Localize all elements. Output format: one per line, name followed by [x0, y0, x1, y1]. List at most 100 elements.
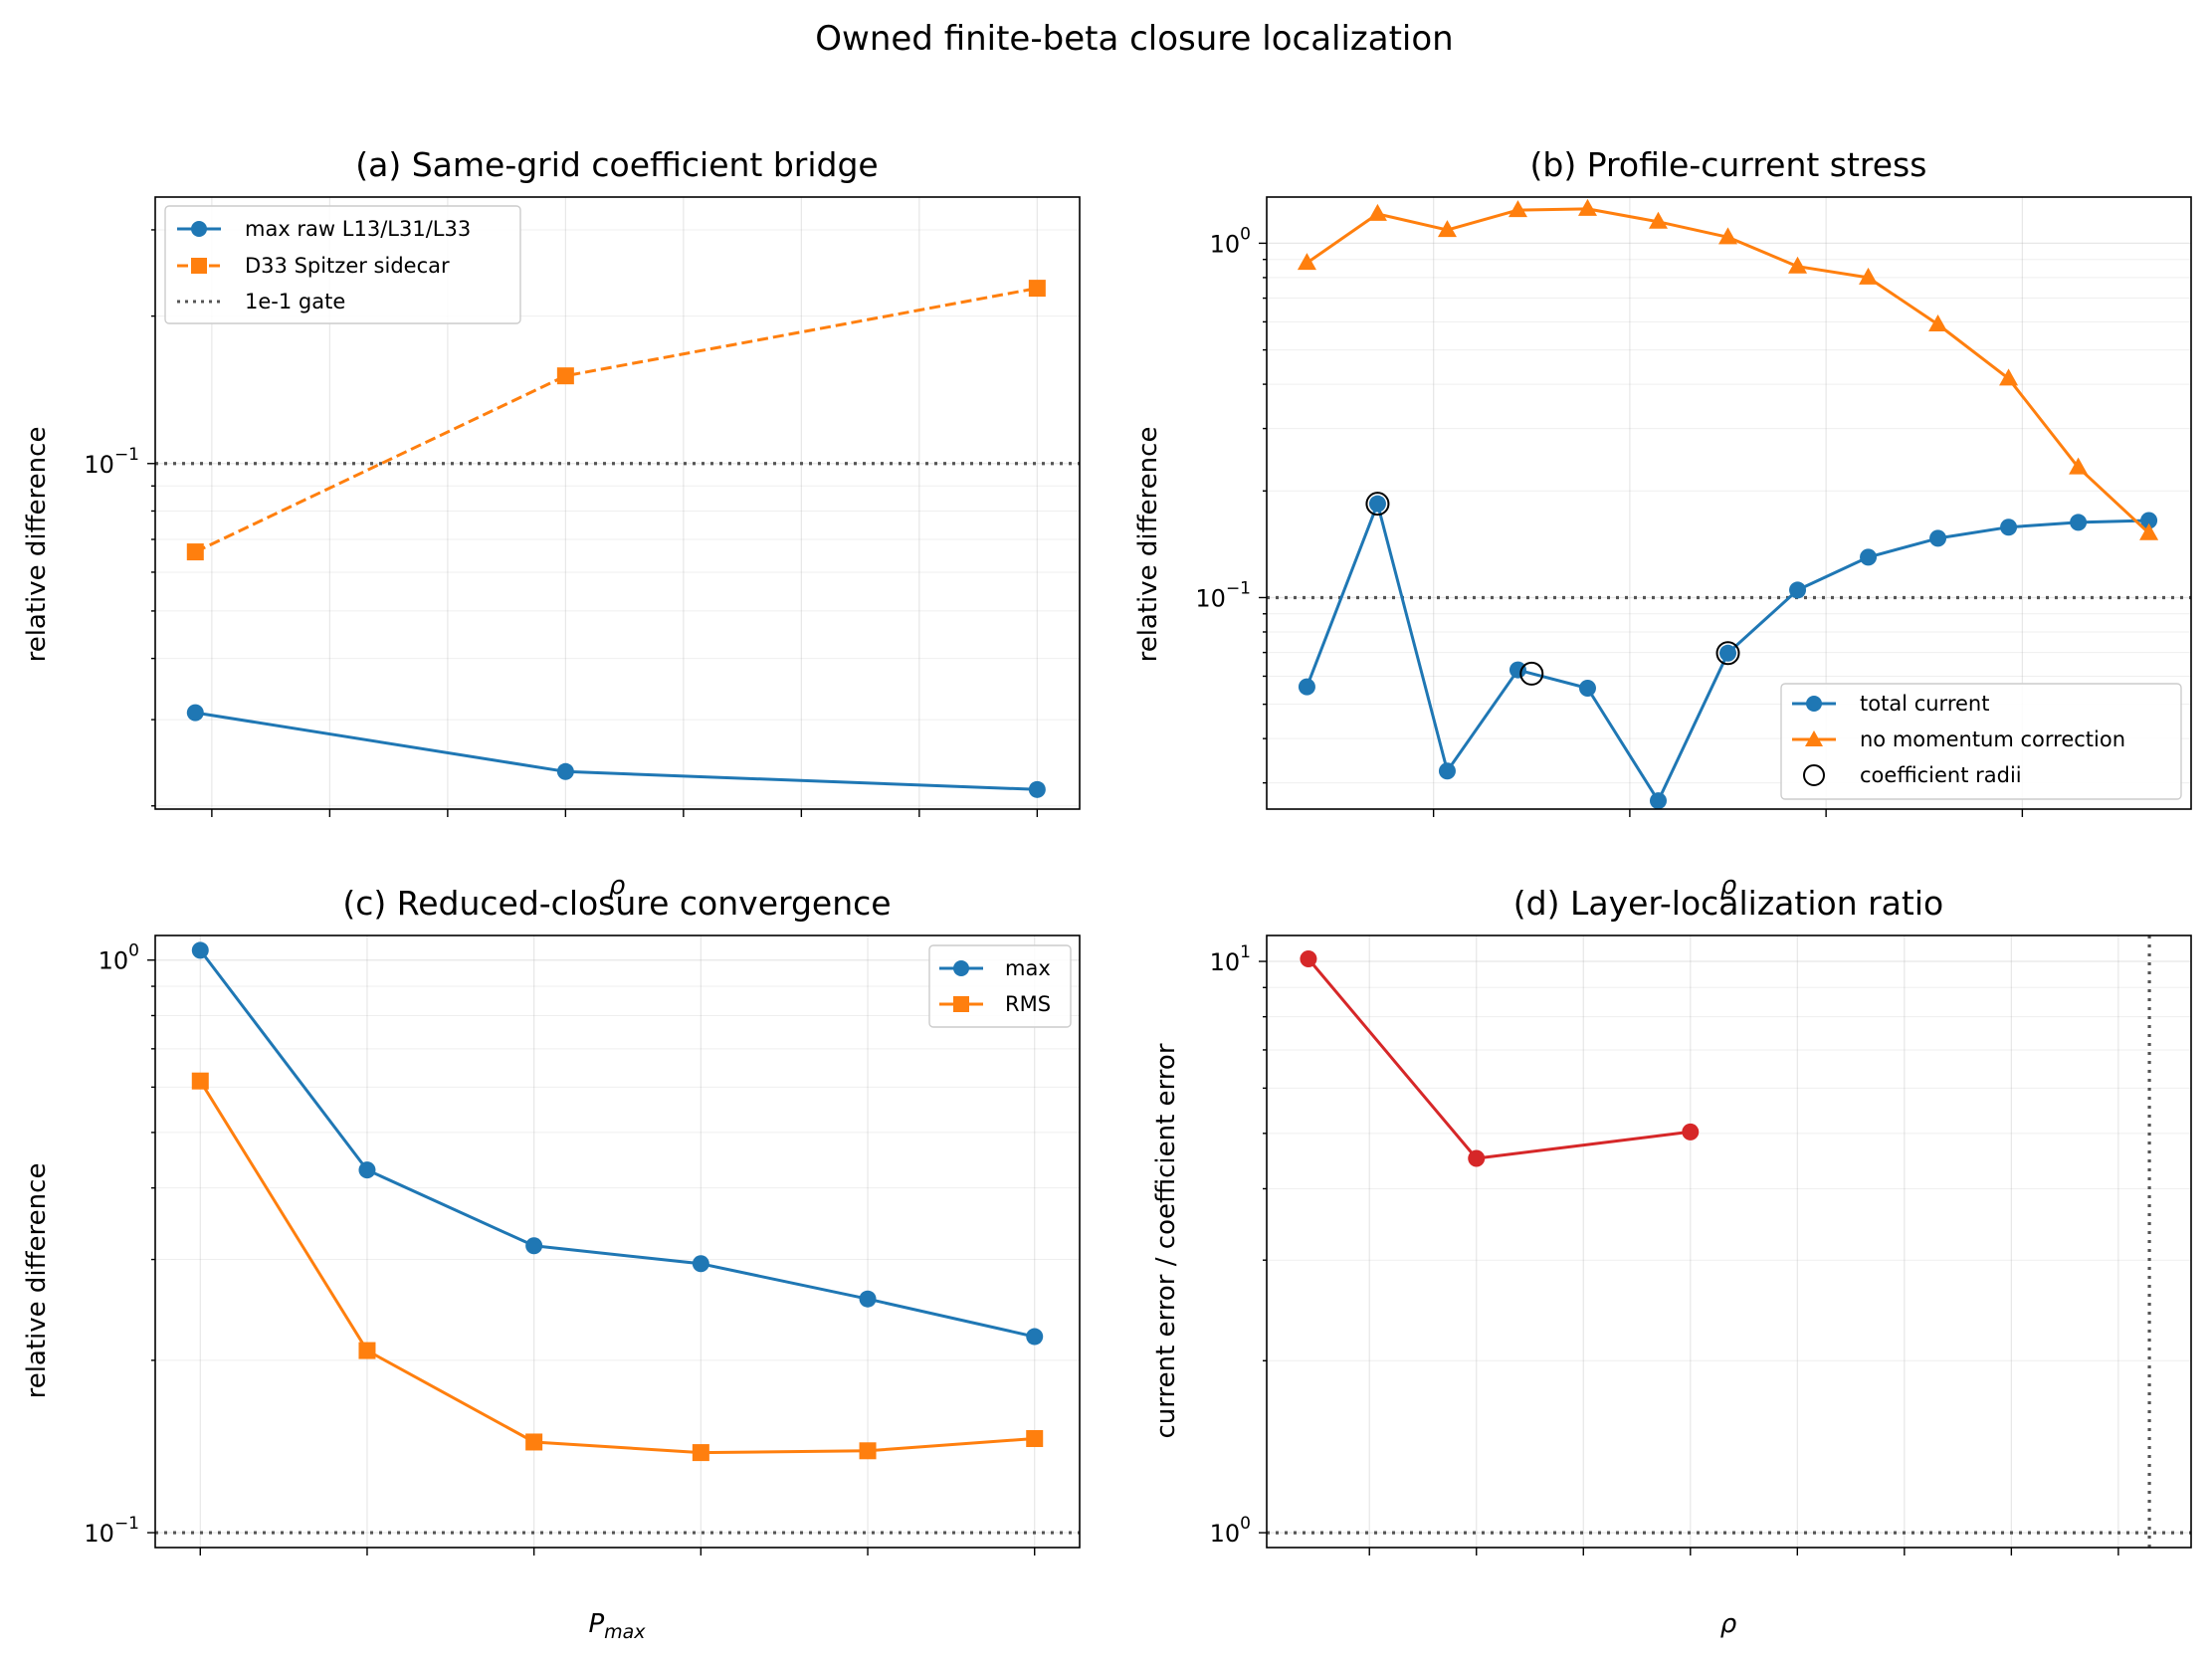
panel-b-point-total-current — [1508, 661, 1526, 679]
legend-label-gate: 1e-1 gate — [245, 290, 345, 313]
panel-b-point-total-current — [2000, 519, 2018, 536]
panel-d-point-series — [1682, 1123, 1700, 1141]
panel-b-point-no-momentum-correction — [1297, 253, 1316, 271]
panel-b-point-coefficient-radii — [1715, 641, 1740, 666]
legend-label-rms: RMS — [1005, 992, 1051, 1016]
panel-c-title: (c) Reduced-closure convergence — [342, 884, 891, 923]
panel-b-point-total-current — [1649, 792, 1667, 809]
panel-c-ytick-exponent: 0 — [128, 941, 139, 961]
panel-a-point-d33-spitzer-sidecar — [1028, 280, 1046, 298]
panel-c-point-rms — [1026, 1430, 1044, 1448]
panel-b-point-no-momentum-correction — [1437, 220, 1457, 238]
panel-a-series — [186, 280, 1046, 798]
panel-b-point-total-current — [2070, 514, 2088, 531]
panel-b-point-no-momentum-correction — [1928, 313, 1948, 331]
panel-c-legend: max RMS — [928, 944, 1072, 1028]
panel-a-series-max-raw-l13-l31-l33 — [186, 704, 1046, 798]
panel-a-ylabel: relative difference — [22, 427, 52, 663]
panel-a-title: (a) Same-grid coefficient bridge — [355, 145, 879, 184]
legend-label-max: max — [1005, 956, 1051, 980]
panel-c-series — [191, 941, 1044, 1462]
panel-a-series-d33-spitzer-sidecar — [186, 280, 1046, 561]
panel-d-ytick-label: 101 — [1210, 942, 1251, 976]
legend-label-coefficient-radii: coefficient radii — [1860, 763, 2022, 787]
panel-a-line-d33-spitzer-sidecar — [194, 287, 1038, 553]
panel-d-ylabel: current error / coefficient error — [1151, 1043, 1181, 1438]
panel-c-series-max — [191, 941, 1044, 1346]
panel-b-legend: total current no momentum correction coe… — [1780, 683, 2182, 800]
legend-label-no-momentum: no momentum correction — [1860, 727, 2125, 751]
panel-d: (d) Layer-localization ratio ρ current e… — [1151, 884, 2192, 1639]
panel-b-point-no-momentum-correction — [1367, 203, 1387, 221]
panel-d-ytick-base: 10 — [1210, 1520, 1241, 1548]
panel-b: (b) Profile-current stress ρ relative di… — [1133, 145, 2192, 901]
panel-d-ytick-base: 10 — [1210, 948, 1241, 976]
panel-b-point-no-momentum-correction — [1648, 211, 1668, 229]
panel-a-point-d33-spitzer-sidecar — [556, 367, 574, 385]
panel-b-point-no-momentum-correction — [2069, 457, 2089, 475]
panel-d-grid — [1267, 935, 2191, 1548]
panel-b-point-no-momentum-correction — [1999, 368, 2019, 386]
panel-b-ylabel: relative difference — [1133, 427, 1163, 663]
panel-a-point-max-raw-l13-l31-l33 — [186, 704, 204, 722]
panel-a-legend-box — [164, 205, 521, 324]
panel-c-series-rms — [191, 1072, 1044, 1462]
legend-marker-coefficient-radii — [1803, 764, 1825, 786]
panel-b-point-total-current — [1368, 495, 1386, 513]
panel-b-ytick-exponent: −1 — [1226, 578, 1251, 598]
legend-label-max-raw: max raw L13/L31/L33 — [245, 217, 471, 241]
panel-a-ytick-base: 10 — [84, 451, 114, 479]
panel-c-point-max — [1026, 1328, 1044, 1346]
panel-a: (a) Same-grid coefficient bridge ρ relat… — [22, 145, 1081, 901]
panel-c-point-rms — [859, 1442, 877, 1460]
panel-b-point-total-current — [2140, 512, 2158, 529]
panel-b-series-total-current — [1298, 495, 2158, 809]
panel-c-ytick-base: 10 — [84, 1520, 114, 1548]
panel-b-point-no-momentum-correction — [1788, 256, 1808, 274]
panel-c-point-max — [525, 1237, 543, 1255]
panel-a-legend: max raw L13/L31/L33 D33 Spitzer sidecar … — [164, 205, 521, 324]
panel-a-xlabel: ρ — [609, 871, 626, 901]
panel-b-ytick-label: 10−1 — [1195, 578, 1251, 612]
panel-b-series — [1297, 198, 2159, 809]
panel-b-ticks: 100 10−1 — [1195, 224, 2024, 817]
panel-d-series-series — [1300, 950, 1700, 1167]
legend-label-total-current: total current — [1860, 692, 1989, 716]
panel-b-point-no-momentum-correction — [1508, 200, 1527, 218]
panel-c-ytick-exponent: −1 — [114, 1514, 139, 1534]
panel-c-point-max — [191, 941, 209, 959]
panel-b-point-total-current — [1578, 680, 1596, 698]
legend-marker-rms — [953, 996, 969, 1012]
panel-b-series-no-momentum-correction — [1297, 198, 2159, 540]
legend-marker-d33 — [191, 258, 207, 274]
panel-b-point-coefficient-radii — [1365, 492, 1390, 517]
panel-c-point-rms — [525, 1433, 543, 1451]
panel-b-title: (b) Profile-current stress — [1530, 145, 1927, 184]
panel-a-frame — [154, 196, 1081, 810]
panel-c-ylabel: relative difference — [22, 1163, 52, 1399]
panel-a-point-max-raw-l13-l31-l33 — [556, 762, 574, 780]
panel-c-point-max — [358, 1161, 376, 1179]
panel-d-ytick-label: 100 — [1210, 1514, 1251, 1548]
panel-d-ticks: 101 100 — [1210, 942, 2119, 1556]
panel-c-line-max — [199, 948, 1036, 1339]
legend-marker-no-momentum — [1805, 730, 1823, 746]
panel-a-ytick-label: 10−1 — [84, 445, 139, 479]
panel-b-ytick-label: 100 — [1210, 224, 1251, 258]
panel-c-frame — [154, 934, 1081, 1549]
panel-d-point-series — [1468, 1149, 1486, 1167]
panel-d-xlabel: ρ — [1720, 1609, 1737, 1639]
legend-marker-total-current — [1806, 696, 1822, 712]
panel-c: (c) Reduced-closure convergence Pmax rel… — [22, 884, 1081, 1643]
panel-c-point-max — [692, 1255, 709, 1273]
panel-a-point-max-raw-l13-l31-l33 — [1028, 780, 1046, 798]
panel-b-point-no-momentum-correction — [2139, 522, 2159, 540]
panel-b-point-coefficient-radii — [1519, 661, 1544, 686]
panel-c-point-rms — [358, 1342, 376, 1359]
panel-c-ticks: 100 10−1 — [84, 941, 1036, 1556]
panel-d-title: (d) Layer-localization ratio — [1513, 884, 1943, 923]
panel-c-point-rms — [191, 1072, 209, 1090]
panel-c-ytick-label: 100 — [99, 941, 139, 975]
panel-b-point-total-current — [1789, 581, 1807, 599]
